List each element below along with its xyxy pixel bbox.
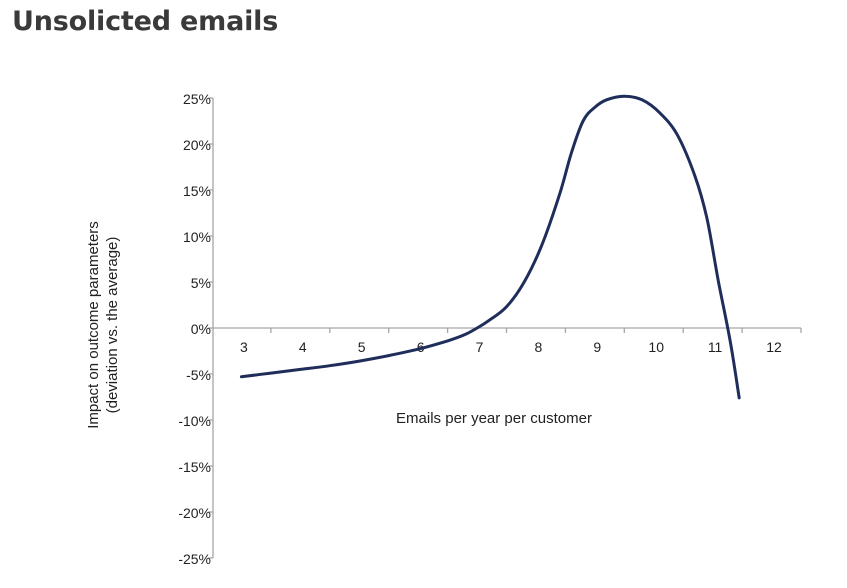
y-tick-label: 5%: [191, 275, 211, 291]
x-tick-label: 11: [708, 339, 723, 355]
y-tick-label: 25%: [183, 91, 211, 107]
y-axis: 25% 20% 15% 10% 5% 0% -5% -10% -15% -20% -25%: [178, 91, 214, 567]
y-axis-title-line: (deviation vs. the average): [104, 237, 121, 414]
y-tick-label: -15%: [178, 459, 211, 475]
y-tick-label: -25%: [178, 551, 211, 567]
x-axis: 3 4 5 6 7 8 9 10 11 12: [213, 327, 802, 355]
x-tick-label: 10: [648, 339, 664, 355]
y-tick-label: 0%: [191, 321, 211, 337]
x-axis-title: Emails per year per customer: [396, 410, 592, 427]
y-tick-label: 20%: [183, 137, 211, 153]
x-tick-label: 9: [593, 339, 601, 355]
y-axis-title-line: Impact on outcome parameters: [85, 221, 102, 429]
y-tick-label: -20%: [178, 505, 211, 521]
x-tick-label: 3: [240, 339, 248, 355]
y-axis-title: Impact on outcome parameters (deviation v…: [85, 221, 121, 429]
x-tick-label: 7: [476, 339, 484, 355]
x-tick-label: 8: [535, 339, 543, 355]
y-tick-label: 10%: [183, 229, 211, 245]
y-tick-label: -5%: [186, 367, 211, 383]
x-tick-label: 12: [766, 339, 782, 355]
series-line: [239, 94, 741, 400]
y-tick-label: 15%: [183, 183, 211, 199]
x-tick-label: 4: [299, 339, 307, 355]
y-tick-label: -10%: [178, 413, 211, 429]
page-title: Unsolicted emails: [12, 6, 279, 37]
x-tick-label: 5: [358, 339, 366, 355]
series-group: [239, 94, 741, 400]
